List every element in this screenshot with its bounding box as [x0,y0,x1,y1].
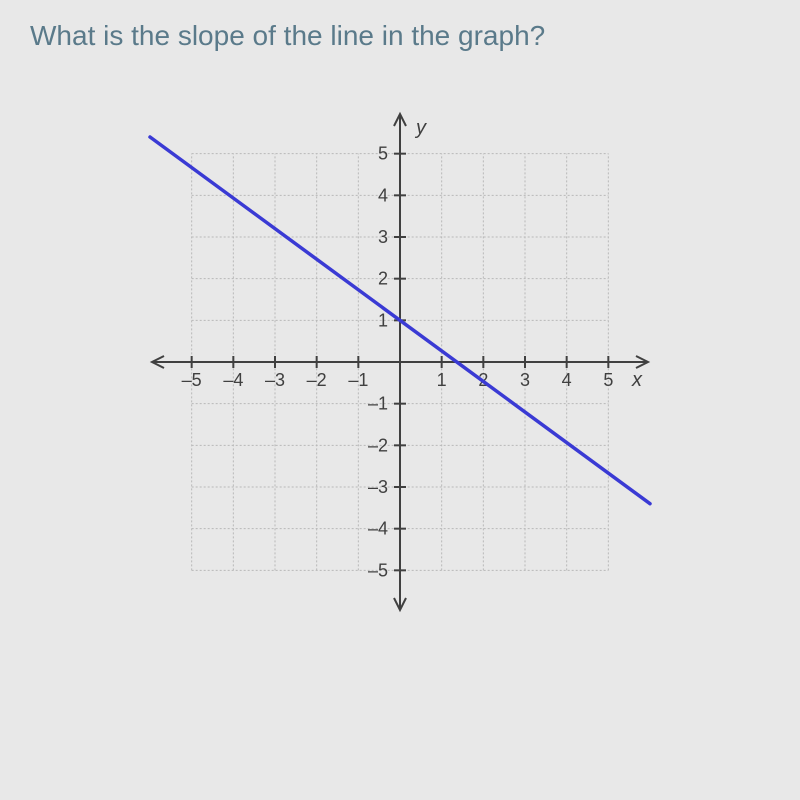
svg-text:1: 1 [378,310,388,330]
svg-text:–1: –1 [368,394,388,414]
svg-text:x: x [631,369,643,391]
svg-text:3: 3 [378,227,388,247]
svg-text:1: 1 [437,370,447,390]
svg-text:–4: –4 [223,370,243,390]
line-graph: –5–4–3–2–112345–5–4–3–2–112345yx [120,82,680,642]
svg-text:5: 5 [378,144,388,164]
svg-text:–5: –5 [368,560,388,580]
svg-text:5: 5 [603,370,613,390]
chart-container: –5–4–3–2–112345–5–4–3–2–112345yx [30,82,770,642]
svg-text:–3: –3 [265,370,285,390]
svg-text:–3: –3 [368,477,388,497]
svg-text:–2: –2 [307,370,327,390]
svg-text:4: 4 [562,370,572,390]
svg-text:3: 3 [520,370,530,390]
svg-text:–4: –4 [368,519,388,539]
question-text: What is the slope of the line in the gra… [30,20,770,52]
svg-text:2: 2 [378,269,388,289]
svg-text:–2: –2 [368,435,388,455]
svg-text:4: 4 [378,185,388,205]
svg-text:–1: –1 [348,370,368,390]
svg-text:–5: –5 [182,370,202,390]
svg-text:y: y [414,117,427,139]
